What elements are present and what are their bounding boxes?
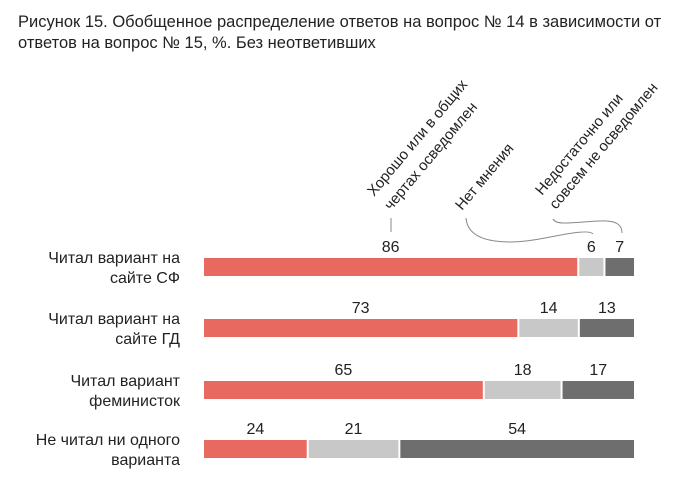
bar-segment <box>519 319 578 337</box>
data-label: 14 <box>540 300 558 317</box>
bar-segment <box>204 319 518 337</box>
bar-segment <box>204 258 578 276</box>
data-label: 73 <box>352 300 370 317</box>
data-label: 6 <box>587 239 596 256</box>
chart-title: Рисунок 15. Обобщенное распределение отв… <box>18 12 688 54</box>
bar-segment <box>204 381 483 399</box>
title-line-1: Рисунок 15. Обобщенное распределение отв… <box>18 13 662 31</box>
data-label: 65 <box>335 362 353 379</box>
legend-leader-2 <box>465 217 594 243</box>
category-label: Читал вариант <box>70 373 180 390</box>
data-label: 86 <box>382 239 400 256</box>
data-label: 7 <box>615 239 624 256</box>
category-label: варианта <box>111 452 180 469</box>
data-label: 21 <box>345 421 363 438</box>
legend: Хорошо или в общих чертах осведомлен Нет… <box>364 76 662 243</box>
legend-series-2-line-1: Нет мнения <box>452 140 517 213</box>
bar-segment <box>308 440 399 458</box>
data-label: 24 <box>246 421 264 438</box>
bar-segment <box>484 381 561 399</box>
bar-segment <box>562 381 634 399</box>
data-label: 18 <box>514 362 532 379</box>
bar-segment <box>579 258 604 276</box>
bar-segment <box>204 440 307 458</box>
data-label: 13 <box>598 300 616 317</box>
bar-segment <box>400 440 634 458</box>
category-label: сайте СФ <box>110 270 180 287</box>
title-line-2: ответов на вопрос № 15, %. Без неответив… <box>18 34 376 52</box>
category-label: феминисток <box>89 393 181 410</box>
category-label: Читал вариант на <box>48 250 180 267</box>
data-label: 17 <box>589 362 607 379</box>
bar-segment <box>605 258 634 276</box>
bar-segment <box>579 319 634 337</box>
category-label: Не читал ни одного <box>36 432 180 449</box>
legend-series-3-line-2: совсем не осведомлен <box>546 80 661 213</box>
legend-leader-3 <box>552 218 623 234</box>
category-label: Читал вариант на <box>48 311 180 328</box>
category-label: сайте ГД <box>115 331 180 348</box>
data-label: 54 <box>508 421 526 438</box>
